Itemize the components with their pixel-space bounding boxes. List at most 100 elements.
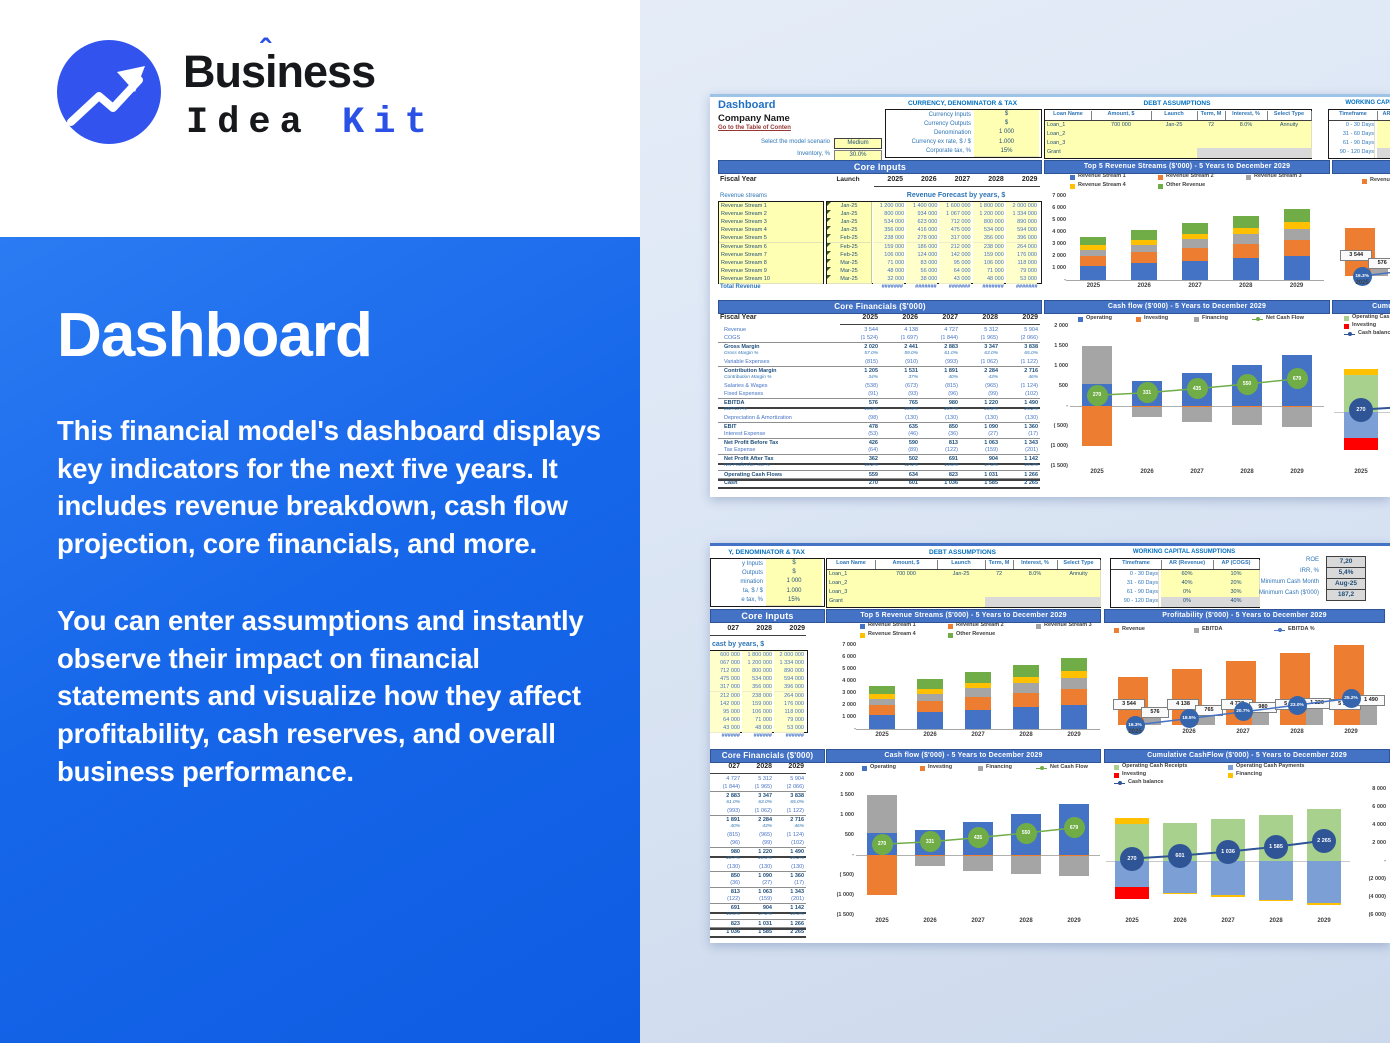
financial-value: 12.1% (904, 463, 918, 468)
axis-category-label: 2027 (1221, 918, 1235, 924)
chart-bar (1259, 899, 1293, 902)
financial-value: (2 066) (1020, 335, 1038, 341)
legend-swatch (1078, 317, 1083, 322)
debt-cell (985, 597, 1014, 607)
legend-label: Revenue Stream 2 (1166, 173, 1214, 179)
axis-line (1066, 280, 1324, 281)
section-banner: Top 5 Revenue Streams ($'000) - 5 Years … (1044, 160, 1330, 174)
chart-bar (917, 712, 943, 729)
scenario-label: Select the model scenario (760, 139, 830, 145)
chart-bar (1232, 258, 1259, 280)
kv-box: y Inputs $ Outputs $ mination 1 000 ta, $ / $1… (710, 558, 825, 607)
financial-value: 5 312 (758, 776, 772, 782)
wc-cell: 60% (1377, 120, 1390, 130)
total-revenue-value: ###### (785, 733, 804, 739)
legend-label: Operating Cash Receipts (1122, 763, 1188, 769)
legend-swatch (1344, 324, 1349, 329)
financial-value: 5 312 (984, 327, 998, 333)
chart-bar (1344, 437, 1378, 450)
chart-bar (1144, 717, 1161, 725)
financial-label: Net Profit After Tax % (724, 463, 770, 468)
chart-bar (963, 855, 993, 856)
chart-bar (869, 705, 895, 715)
legend-swatch-dot (1256, 317, 1260, 321)
financial-value: 559 (868, 472, 878, 478)
financial-value: 17.0% (984, 463, 998, 468)
financial-value: 19.3% (790, 912, 804, 917)
axis-category-label: 2027 (1190, 469, 1204, 475)
legend-label: Revenue Stream 4 (868, 631, 916, 637)
financial-value: 1 031 (758, 921, 772, 927)
chart-bar (965, 688, 991, 697)
axis-tick-label: - (1384, 858, 1386, 864)
financial-value: 1 891 (944, 368, 958, 374)
financial-value: 65.0% (1024, 351, 1038, 356)
years-underline (874, 185, 1040, 187)
axis-tick-label: 7 000 (1052, 193, 1066, 199)
financial-label: Revenue (724, 327, 747, 333)
wc-header: AR (Revenue) (1377, 111, 1390, 121)
axis-category-label: 2028 (1240, 469, 1254, 475)
axis-tick-label: 1 000 (1054, 363, 1068, 369)
chart-bubble: 270 (1349, 397, 1373, 422)
chart-bar (917, 688, 943, 694)
axis-category-label: 2025 (1128, 729, 1142, 735)
financial-value: 20.7% (944, 407, 958, 412)
debt-cell (875, 578, 938, 589)
debt-cell: 700 000 (875, 569, 938, 579)
financial-value: 1 220 (758, 849, 772, 855)
kpi-value: 5,4% (1326, 567, 1366, 579)
financial-value: (815) (945, 383, 958, 389)
financial-value: 1 090 (984, 424, 998, 430)
chart-bar (1259, 861, 1293, 900)
financial-value: (27) (988, 431, 998, 437)
financial-value: 1 490 (790, 849, 804, 855)
axis-tick-label: (1 000) (836, 892, 854, 898)
financial-value: (36) (948, 431, 958, 437)
financial-value: (201) (791, 896, 804, 902)
chart-bar (1011, 855, 1041, 856)
forecast-label: Revenue Forecast by years, $ (906, 192, 1006, 199)
debt-cell: 700 000 (1091, 120, 1152, 130)
financial-value: 14.6% (944, 463, 958, 468)
debt-cell (1013, 578, 1058, 589)
legend-label: Revenue Stream 4 (1078, 182, 1126, 188)
kv-label: y Inputs (741, 560, 763, 567)
debt-cell (1013, 588, 1058, 598)
financial-value: 3 347 (984, 344, 998, 350)
legend-swatch (1194, 317, 1199, 322)
dashboard-screenshot-2: Y, DENOMINATOR & TAX y Inputs $ Outputs $ min… (710, 543, 1390, 943)
financial-value: (159) (759, 896, 772, 902)
chart-bubble: 331 (1136, 382, 1158, 404)
kv-value: 15% (766, 595, 822, 606)
legend-label: Cash balance (1358, 330, 1390, 336)
axis-tick-label: 1 000 (842, 714, 856, 720)
streams-label: Revenue streams (720, 193, 768, 199)
financial-value: 43% (988, 375, 998, 380)
financial-value: 2 284 (984, 368, 998, 374)
axis-tick-label: - (852, 852, 854, 858)
debt-cell (1151, 139, 1198, 149)
debt-header: Loan Name (827, 560, 876, 570)
kpi-value: Aug-25 (1326, 578, 1366, 590)
bar-value-label: 4 138 (1167, 699, 1199, 710)
axis-tick-label: (6 000) (1368, 912, 1386, 918)
financial-value: 823 (730, 921, 740, 927)
kv-box: Currency Inputs $ Currency Outputs $ Denomin… (885, 109, 1042, 158)
debt-cell (985, 588, 1014, 598)
table-of-contents-link: Go to the Table of Conten (718, 125, 791, 131)
years-underline (840, 323, 1040, 325)
financial-row: 2 883 3 347 3 838 (710, 791, 806, 800)
year-header: 2029 (1022, 314, 1038, 321)
axis-category-label: 2026 (923, 732, 937, 738)
wc-cell: 31 - 60 Days (1329, 129, 1375, 140)
stream-value-cell: 43 000 (939, 274, 971, 284)
debt-header: Term, M (985, 560, 1014, 570)
debt-header: Launch (937, 560, 986, 570)
axis-category-label: 2025 (1086, 283, 1101, 289)
financial-value: 2 883 (726, 793, 740, 799)
financial-value: (130) (759, 864, 772, 870)
total-revenue-value: ####### (881, 284, 903, 290)
financial-value: 46% (794, 824, 804, 829)
chart-bar (965, 682, 991, 689)
